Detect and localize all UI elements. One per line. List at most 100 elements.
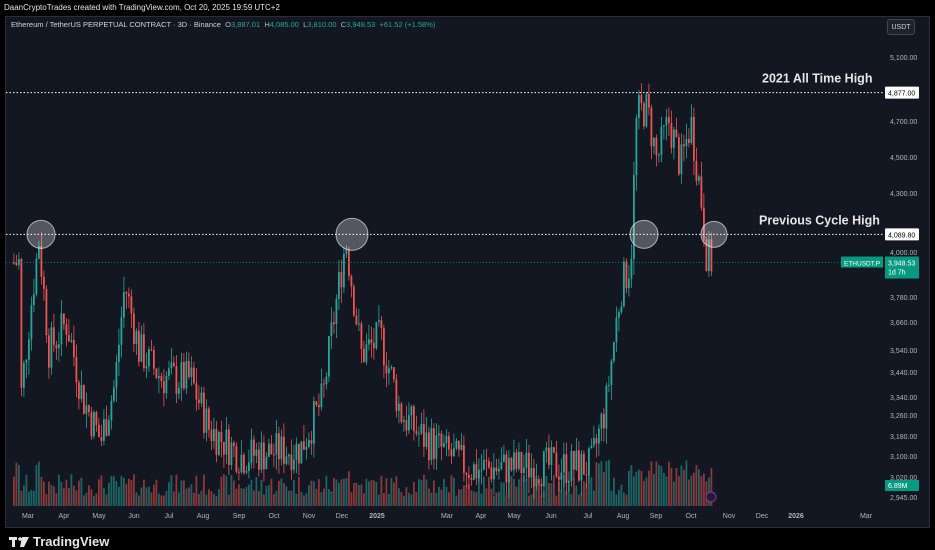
- volume-bar: [545, 476, 548, 506]
- currency-button[interactable]: USDT: [887, 19, 915, 35]
- candle-body: [293, 459, 295, 470]
- volume-bar: [253, 490, 255, 506]
- highlight-circle: [629, 219, 659, 249]
- candle-body: [403, 420, 405, 422]
- candle-body: [60, 313, 63, 345]
- candle-body: [600, 413, 603, 429]
- candle-body: [93, 412, 95, 437]
- volume-tag: [885, 480, 919, 491]
- candle-body: [453, 448, 455, 457]
- candle-body: [355, 315, 358, 325]
- volume-bar: [518, 479, 520, 506]
- candle-body: [480, 469, 483, 471]
- candle-body: [648, 93, 650, 108]
- candle-body: [618, 311, 620, 318]
- candle-body: [488, 461, 490, 468]
- candle-body: [120, 317, 123, 345]
- candle-body: [568, 480, 570, 484]
- candle-body: [263, 442, 265, 470]
- volume-bar: [285, 486, 288, 506]
- volume-bar: [283, 483, 285, 506]
- candle-body: [208, 408, 210, 430]
- volume-bar: [475, 492, 478, 506]
- candle-body: [23, 362, 25, 388]
- volume-bar: [233, 480, 235, 506]
- candle-body: [508, 457, 510, 483]
- candle-body: [638, 94, 640, 118]
- volume-bar: [398, 488, 400, 506]
- volume-bar: [245, 486, 248, 506]
- volume-bar: [223, 474, 225, 506]
- candle-body: [685, 139, 688, 147]
- volume-bar: [435, 493, 438, 506]
- volume-bar: [353, 483, 355, 506]
- volume-bar: [215, 495, 218, 506]
- volume-bar: [628, 470, 630, 506]
- candle-body: [518, 451, 520, 469]
- volume-bar: [380, 475, 383, 506]
- candle-body: [300, 441, 303, 464]
- price-tick: 3,340.00: [890, 395, 917, 402]
- candle-body: [238, 471, 240, 473]
- candle-body: [493, 467, 495, 480]
- volume-bar: [315, 488, 318, 506]
- time-tick: Jul: [165, 513, 174, 520]
- candle-body: [675, 129, 678, 138]
- volume-bar: [205, 494, 208, 506]
- price-chart[interactable]: 5,100.00 4,700.00 4,500.00 4,300.00 4,000.00…: [0, 0, 935, 530]
- price-tick: 2,945.00: [890, 495, 917, 502]
- candle-body: [585, 474, 588, 476]
- candle-body: [500, 462, 503, 469]
- price-tick: 3,260.00: [890, 413, 917, 420]
- volume-bar: [618, 489, 620, 506]
- volume-bar: [48, 481, 50, 506]
- candle-body: [260, 442, 263, 470]
- volume-bar: [208, 489, 210, 506]
- level-price-label: 4,089.80: [888, 232, 915, 239]
- volume-bar: [300, 491, 303, 506]
- candle-body: [50, 327, 53, 368]
- volume-bar: [535, 476, 538, 506]
- volume-bar: [333, 478, 335, 506]
- time-tick: Dec: [756, 513, 769, 520]
- chart-panel[interactable]: [5, 16, 930, 528]
- candle-body: [325, 376, 328, 385]
- candle-body: [375, 322, 378, 349]
- candle-body: [233, 442, 235, 447]
- volume-bar: [505, 493, 508, 506]
- volume-bar: [65, 479, 68, 506]
- candle-body: [38, 246, 40, 259]
- volume-bar: [678, 476, 680, 506]
- volume-bar: [590, 477, 593, 506]
- candle-body: [218, 432, 220, 455]
- volume-bar: [90, 489, 93, 506]
- candle-body: [400, 403, 403, 422]
- high-label: H: [264, 20, 270, 29]
- candle-body: [55, 344, 58, 349]
- volume-bar: [528, 495, 530, 506]
- volume-bar: [555, 495, 558, 506]
- volume-bar: [428, 488, 430, 506]
- candle-body: [523, 467, 525, 474]
- volume-bar: [30, 489, 33, 506]
- volume-bar: [120, 475, 123, 506]
- candle-body: [45, 288, 48, 336]
- candle-body: [75, 357, 78, 383]
- volume-bar: [683, 470, 685, 506]
- volume-bar: [395, 476, 398, 506]
- candle-body: [313, 401, 315, 444]
- volume-bar: [113, 476, 115, 506]
- volume-bar: [533, 482, 535, 506]
- volume-bar: [70, 474, 73, 506]
- candle-body: [330, 322, 333, 337]
- candle-body: [213, 429, 215, 441]
- volume-bar: [558, 480, 560, 506]
- volume-bar: [278, 480, 280, 506]
- volume-bar: [63, 488, 65, 506]
- volume-bar: [610, 490, 613, 506]
- volume-bar: [453, 477, 455, 506]
- candle-body: [550, 447, 553, 466]
- footer-bar: [0, 530, 935, 550]
- candle-body: [243, 454, 245, 473]
- time-tick: Aug: [617, 513, 630, 520]
